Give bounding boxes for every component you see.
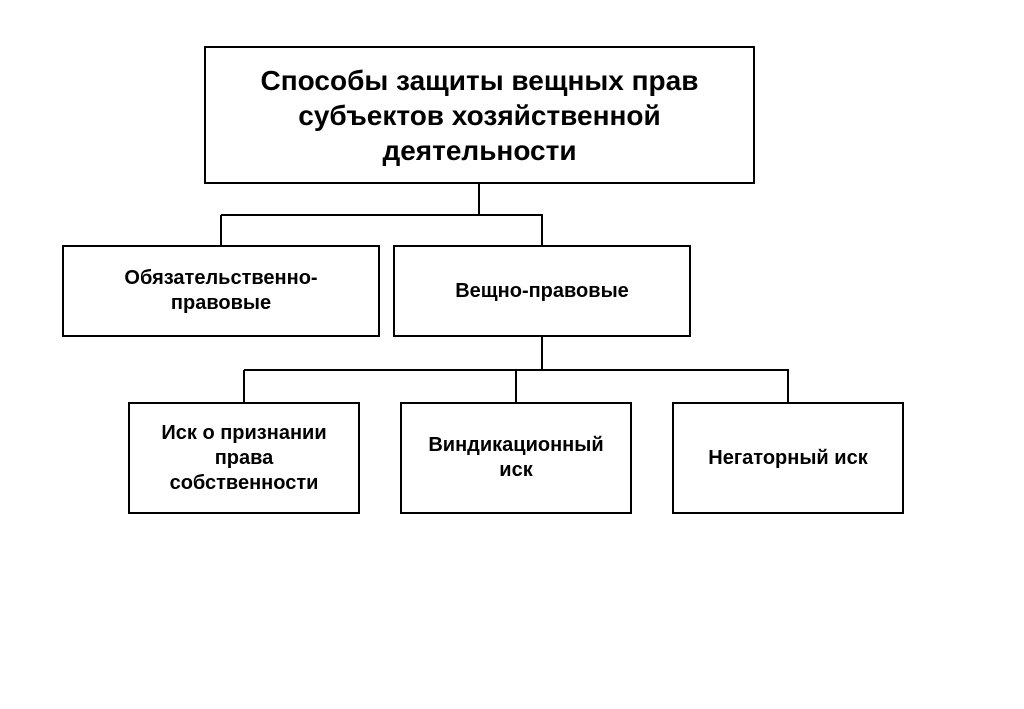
connector-line — [541, 215, 543, 245]
node-vindication-claim: Виндикационный иск — [400, 402, 632, 514]
node-recognition-claim: Иск о признании права собственности — [128, 402, 360, 514]
connector-line — [478, 184, 480, 215]
connector-line — [541, 337, 543, 370]
connector-line — [221, 214, 543, 216]
connector-line — [220, 215, 222, 245]
node-negatory-claim: Негаторный иск — [672, 402, 904, 514]
connector-line — [515, 370, 517, 402]
connector-line — [787, 370, 789, 402]
node-obligational: Обязательственно-правовые — [62, 245, 380, 337]
node-proprietary: Вещно-правовые — [393, 245, 691, 337]
node-root: Способы защиты вещных прав субъектов хоз… — [204, 46, 755, 184]
connector-line — [243, 370, 245, 402]
